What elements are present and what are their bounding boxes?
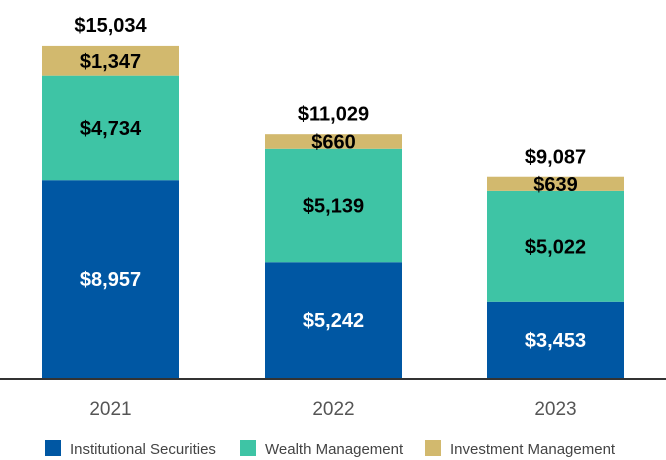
legend-swatch-series-2 xyxy=(425,440,441,456)
data-label-2022-series-0: $5,242 xyxy=(303,310,364,332)
total-label-2022: $11,029 xyxy=(298,103,369,125)
bar-2023-series-0 xyxy=(487,301,624,378)
legend: Institutional Securities Wealth Managemen… xyxy=(45,440,616,458)
bar-2022-series-0 xyxy=(265,262,402,378)
bar-2021-series-2 xyxy=(42,45,179,76)
x-tick-2022: 2022 xyxy=(312,399,354,420)
total-label-2023: $9,087 xyxy=(525,146,586,168)
bar-2021-series-1 xyxy=(42,75,179,181)
legend-label-series-2: Investment Management xyxy=(450,441,616,458)
x-tick-2021: 2021 xyxy=(89,399,131,420)
bar-2023-series-2 xyxy=(487,176,624,191)
data-label-2023-series-0: $3,453 xyxy=(525,330,586,352)
bar-2021-series-0 xyxy=(42,180,179,378)
bar-2023-series-1 xyxy=(487,190,624,302)
bars-group xyxy=(42,45,624,378)
data-label-2021-series-2: $1,347 xyxy=(80,51,141,73)
x-ticks-group: 2021 2022 2023 xyxy=(89,399,576,420)
bar-2022-series-2 xyxy=(265,134,402,149)
x-tick-2023: 2023 xyxy=(534,399,576,420)
legend-swatch-series-1 xyxy=(240,440,256,456)
total-label-2021: $15,034 xyxy=(74,15,147,37)
data-label-2023-series-2: $639 xyxy=(533,174,578,196)
data-label-2021-series-0: $8,957 xyxy=(80,269,141,291)
legend-label-series-0: Institutional Securities xyxy=(70,441,216,458)
bar-2022-series-1 xyxy=(265,148,402,263)
data-label-2022-series-1: $5,139 xyxy=(303,195,364,217)
labels-group: $8,957 $4,734 $1,347 $15,034 $5,242 $5,139 $66… xyxy=(74,15,586,352)
data-label-2022-series-2: $660 xyxy=(311,131,356,153)
legend-swatch-series-0 xyxy=(45,440,61,456)
legend-label-series-1: Wealth Management xyxy=(265,441,404,458)
data-label-2023-series-1: $5,022 xyxy=(525,236,586,258)
data-label-2021-series-1: $4,734 xyxy=(80,118,142,140)
